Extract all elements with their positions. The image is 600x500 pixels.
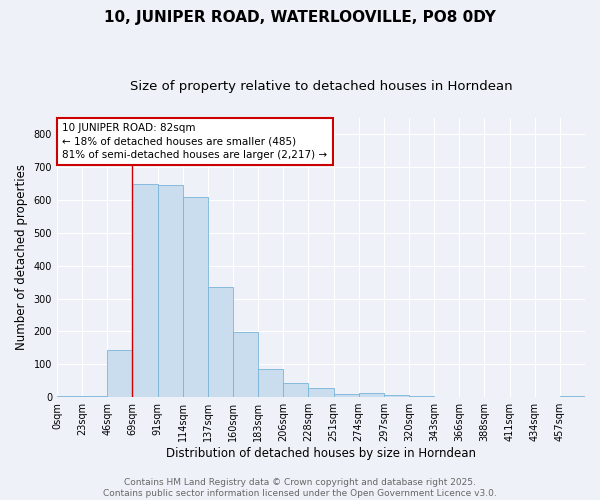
Y-axis label: Number of detached properties: Number of detached properties <box>15 164 28 350</box>
Text: 10, JUNIPER ROAD, WATERLOOVILLE, PO8 0DY: 10, JUNIPER ROAD, WATERLOOVILLE, PO8 0DY <box>104 10 496 25</box>
Title: Size of property relative to detached houses in Horndean: Size of property relative to detached ho… <box>130 80 512 93</box>
Bar <box>283 382 308 397</box>
Bar <box>334 394 359 397</box>
Bar <box>359 394 384 397</box>
Bar <box>258 370 283 397</box>
Bar <box>233 332 258 397</box>
Bar <box>133 184 158 397</box>
Bar <box>384 395 409 397</box>
Bar <box>208 287 233 397</box>
Bar <box>107 350 133 397</box>
Bar <box>182 196 208 397</box>
Text: Contains HM Land Registry data © Crown copyright and database right 2025.
Contai: Contains HM Land Registry data © Crown c… <box>103 478 497 498</box>
Bar <box>82 396 107 397</box>
X-axis label: Distribution of detached houses by size in Horndean: Distribution of detached houses by size … <box>166 447 476 460</box>
Bar <box>409 396 434 397</box>
Bar <box>158 185 182 397</box>
Bar <box>560 396 585 397</box>
Text: 10 JUNIPER ROAD: 82sqm
← 18% of detached houses are smaller (485)
81% of semi-de: 10 JUNIPER ROAD: 82sqm ← 18% of detached… <box>62 124 328 160</box>
Bar <box>308 388 334 397</box>
Bar <box>57 396 82 397</box>
